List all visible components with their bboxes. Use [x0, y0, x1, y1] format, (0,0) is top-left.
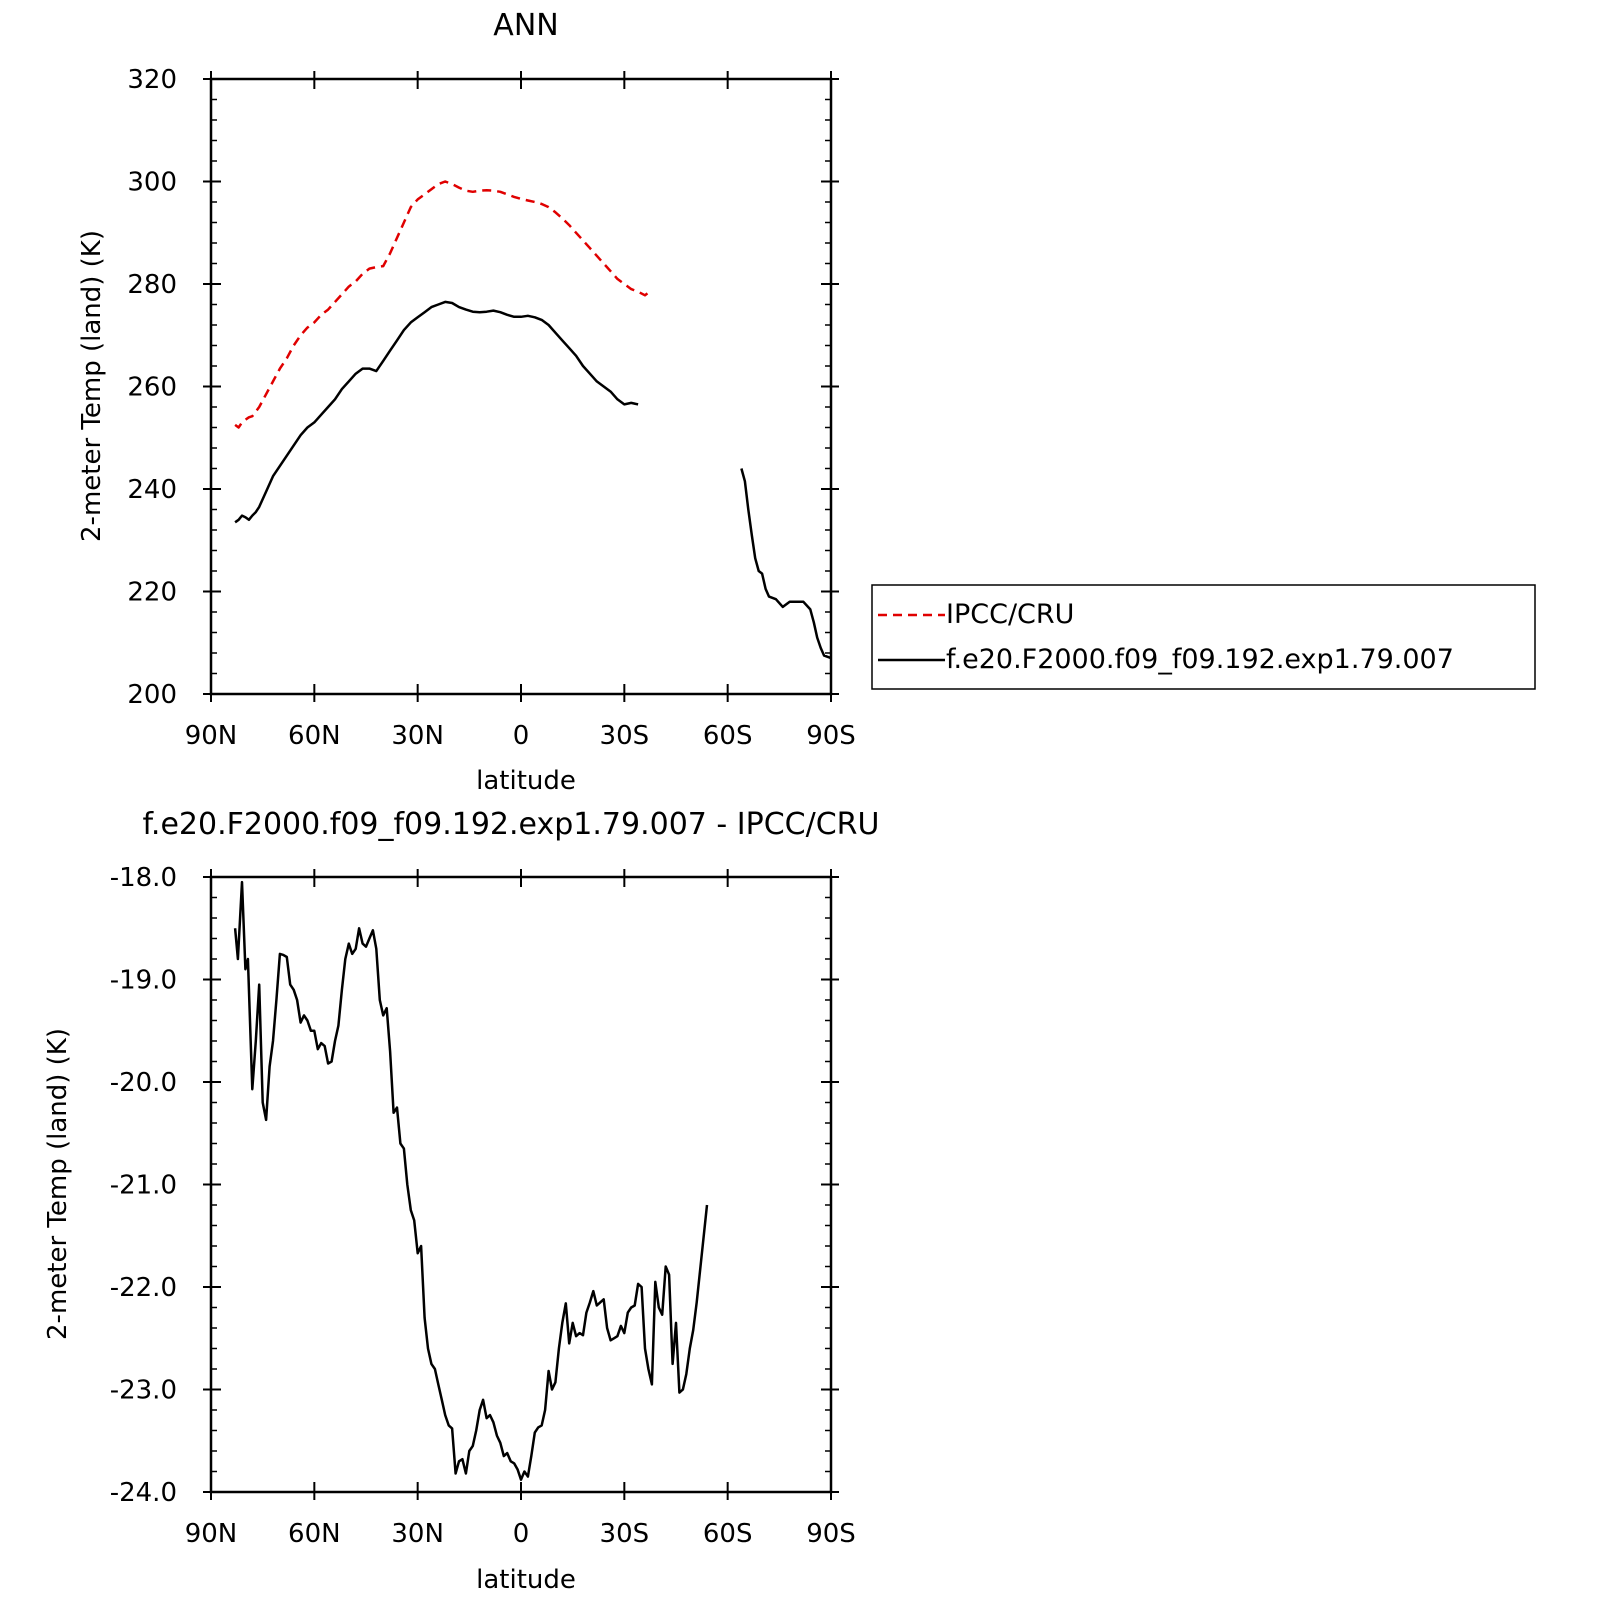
y-tick-label: -22.0 — [110, 1273, 177, 1303]
y-tick-label: -18.0 — [110, 863, 177, 893]
x-tick-label: 90S — [806, 1519, 856, 1549]
series-line-difference-seg0 — [233, 880, 709, 1481]
y-tick-label: 200 — [127, 680, 177, 710]
series-line-f-e20-f2000-f09-f09-192-exp1-79-007-seg0 — [234, 300, 639, 524]
y-tick-label: -24.0 — [110, 1478, 177, 1508]
y-tick-labels-bottom: -24.0 -23.0 -22.0 -21.0 -20.0 -19.0 -18.0 — [110, 863, 177, 1508]
panel-top: ANN 200 220 240 260 280 300 320 90N 60N 30N 0 30S 6… — [77, 8, 856, 796]
y-tick-label: -23.0 — [110, 1376, 177, 1406]
x-axis-label-bottom: latitude — [476, 1565, 576, 1595]
x-tick-label: 60S — [703, 721, 753, 751]
y-tick-label: 320 — [127, 65, 177, 95]
y-tick-label: -20.0 — [110, 1068, 177, 1098]
y-tick-label: 220 — [127, 578, 177, 608]
x-tick-label: 90S — [806, 721, 856, 751]
panel-bottom: f.e20.F2000.f09_f09.192.exp1.79.007 - IP… — [43, 807, 879, 1595]
plot-frame-top — [209, 77, 833, 696]
series-line-ipcc-cru-seg0 — [234, 180, 650, 429]
axis-ticks-top — [203, 71, 839, 702]
x-tick-labels-top: 90N 60N 30N 0 30S 60S 90S — [185, 721, 856, 751]
y-axis-label-bottom: 2-meter Temp (land) (K) — [43, 1028, 73, 1340]
y-tick-label: 300 — [127, 168, 177, 198]
series-line-f-e20-f2000-f09-f09-192-exp1-79-007-seg1 — [740, 468, 832, 660]
y-tick-label: -21.0 — [110, 1171, 177, 1201]
y-axis-label-top: 2-meter Temp (land) (K) — [77, 230, 107, 542]
x-tick-label: 30S — [600, 1519, 650, 1549]
x-tick-label: 60S — [703, 1519, 753, 1549]
x-tick-label: 0 — [513, 1519, 530, 1549]
x-axis-label-top: latitude — [476, 766, 576, 796]
axis-ticks-bottom — [203, 869, 839, 1500]
x-tick-label: 90N — [185, 721, 238, 751]
legend: IPCC/CRU f.e20.F2000.f09_f09.192.exp1.79… — [871, 584, 1536, 690]
chart-title-bottom: f.e20.F2000.f09_f09.192.exp1.79.007 - IP… — [143, 807, 880, 842]
chart-title-top: ANN — [493, 8, 558, 43]
x-tick-labels-bottom: 90N 60N 30N 0 30S 60S 90S — [185, 1519, 856, 1549]
series-lines-bottom — [233, 880, 709, 1481]
x-tick-label: 90N — [185, 1519, 238, 1549]
x-tick-label: 30S — [600, 721, 650, 751]
y-tick-label: 260 — [127, 373, 177, 403]
legend-label-ipcc-cru: IPCC/CRU — [946, 599, 1074, 630]
x-tick-label: 60N — [288, 721, 341, 751]
x-tick-label: 0 — [513, 721, 530, 751]
x-tick-label: 60N — [288, 1519, 341, 1549]
x-tick-label: 30N — [391, 721, 444, 751]
legend-box — [871, 584, 1536, 690]
plot-frame-bottom — [209, 875, 833, 1494]
x-tick-label: 30N — [391, 1519, 444, 1549]
y-tick-label: 240 — [127, 475, 177, 505]
series-lines-top — [234, 180, 832, 660]
y-tick-label: -19.0 — [110, 966, 177, 996]
y-tick-label: 280 — [127, 270, 177, 300]
y-tick-labels-top: 200 220 240 260 280 300 320 — [127, 65, 177, 710]
legend-label-model: f.e20.F2000.f09_f09.192.exp1.79.007 — [946, 644, 1454, 675]
